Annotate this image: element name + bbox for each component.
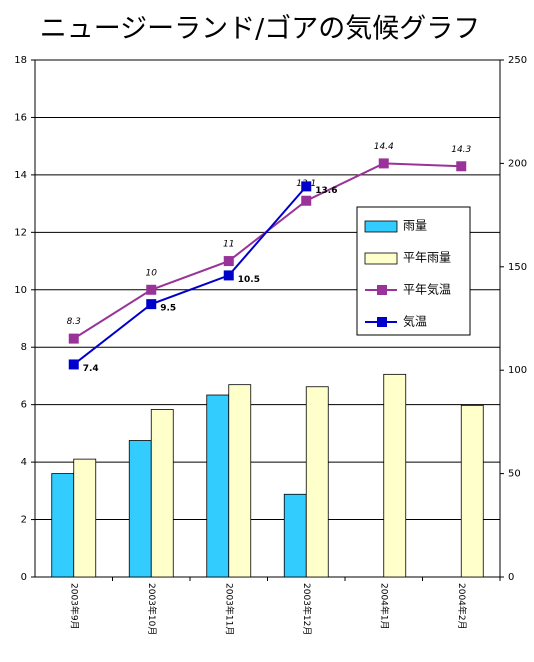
marker	[301, 181, 312, 192]
legend-label: 雨量	[403, 219, 427, 233]
x-tick-label: 2004年2月	[456, 583, 468, 630]
data-label: 13.6	[315, 186, 337, 196]
y2-tick-label: 150	[508, 262, 527, 273]
x-tick-label: 2003年10月	[146, 583, 158, 635]
y2-tick-label: 100	[508, 365, 527, 376]
marker	[146, 299, 157, 310]
y2-tick-label: 0	[508, 572, 514, 583]
data-label: 14.3	[451, 145, 471, 155]
y-tick-label: 18	[14, 55, 27, 66]
bar	[383, 373, 407, 578]
chart-title: ニュージーランド/ゴアの気候グラフ	[40, 14, 481, 45]
marker	[301, 195, 312, 206]
marker	[223, 270, 234, 281]
x-tick-label: 2004年1月	[378, 583, 390, 630]
line	[73, 185, 308, 366]
data-label: 9.5	[160, 304, 176, 314]
bar	[206, 394, 230, 578]
legend-label: 平年気温	[403, 282, 451, 297]
data-label: 14.4	[374, 142, 394, 152]
bar	[460, 404, 484, 578]
bar	[73, 458, 97, 578]
y-tick-label: 6	[21, 400, 27, 411]
data-label: 8.3	[67, 317, 82, 327]
marker	[456, 161, 467, 172]
marker	[146, 284, 157, 295]
y-tick-label: 14	[14, 170, 27, 181]
data-label: 10	[146, 268, 158, 278]
y2-tick-label: 250	[508, 55, 527, 66]
data-label: 7.4	[83, 364, 99, 374]
bar	[283, 493, 307, 578]
x-tick-label: 2003年12月	[301, 583, 313, 635]
data-label: 10.5	[238, 275, 260, 285]
y-tick-label: 0	[21, 572, 27, 583]
y-tick-label: 10	[14, 285, 27, 296]
y-tick-label: 16	[14, 112, 27, 123]
legend-swatch	[377, 317, 387, 327]
bar	[51, 473, 75, 578]
legend-swatch	[364, 252, 398, 265]
marker	[223, 256, 234, 267]
y-tick-label: 4	[21, 457, 27, 468]
y2-tick-label: 200	[508, 158, 527, 169]
legend-swatch	[377, 285, 387, 295]
legend-label: 気温	[403, 314, 427, 329]
y-tick-label: 12	[14, 227, 27, 238]
bar	[128, 440, 152, 578]
marker	[378, 158, 389, 169]
y2-tick-label: 50	[508, 469, 521, 480]
y-tick-label: 8	[21, 342, 27, 353]
x-tick-label: 2003年11月	[223, 583, 235, 635]
legend-label: 平年雨量	[403, 251, 451, 265]
x-tick-label: 2003年9月	[68, 583, 80, 630]
bar	[305, 386, 329, 578]
bar	[228, 384, 252, 578]
data-label: 11	[223, 240, 234, 250]
legend-swatch	[364, 220, 398, 233]
bar	[150, 409, 174, 578]
marker	[68, 359, 79, 370]
marker	[68, 333, 79, 344]
y-tick-label: 2	[21, 515, 27, 526]
